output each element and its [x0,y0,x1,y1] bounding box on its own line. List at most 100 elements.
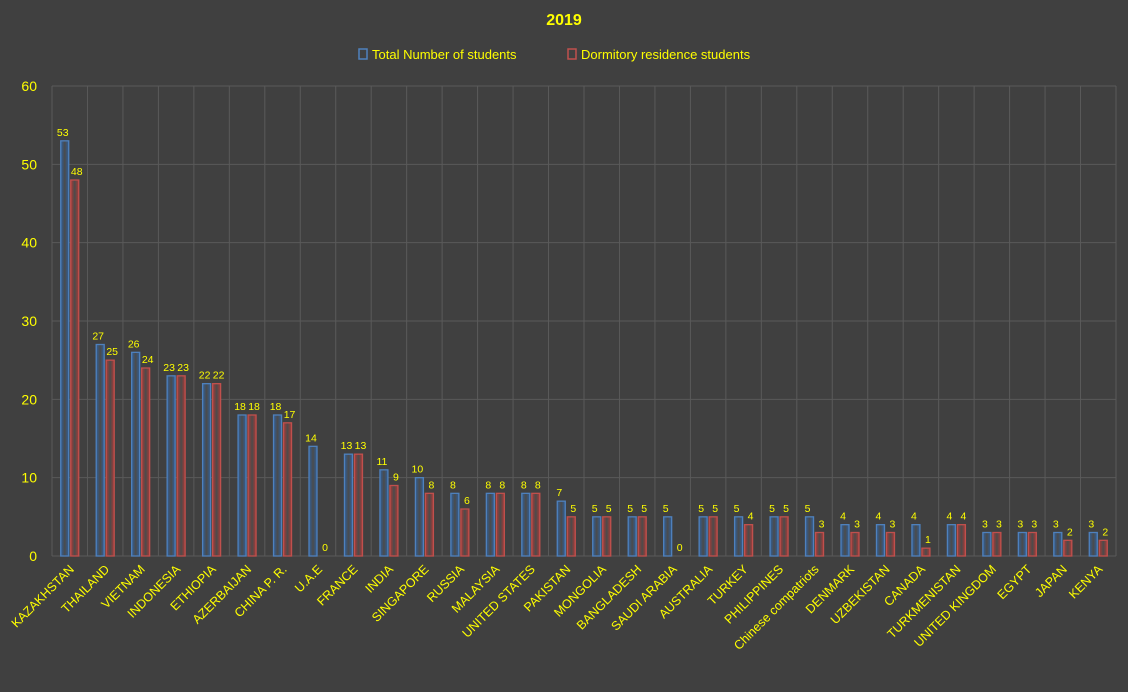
data-label: 11 [376,456,387,468]
gridlines [51,85,1117,557]
data-label: 23 [177,362,189,374]
data-label: 3 [819,519,825,531]
data-label: 4 [911,511,917,523]
y-tick-label: 50 [21,156,37,172]
data-label: 5 [805,503,811,515]
bar-total [769,516,779,557]
y-tick-label: 0 [29,548,37,564]
bar-dormitory [105,359,115,557]
data-label: 48 [71,166,83,178]
bar-dormitory [282,422,293,557]
bar-total [450,492,460,557]
bar-total [60,140,70,557]
bar-dormitory [1098,539,1108,557]
data-label: 25 [106,346,118,358]
bar-dormitory [531,492,541,557]
x-tick-label: INDIA [363,562,397,596]
data-label: 3 [1053,519,1059,531]
data-label: 10 [412,464,424,476]
bar-dormitory [637,516,647,557]
data-label: 8 [450,479,456,491]
chart-title: 2019 [546,12,582,29]
y-tick-label: 60 [21,78,37,94]
bar-dormitory [70,179,80,557]
data-label: 5 [627,503,633,515]
data-label: 5 [606,503,612,515]
data-label: 3 [854,519,860,531]
legend: Total Number of students Dormitory resid… [358,47,751,62]
data-label: 3 [890,519,896,531]
bar-total [166,375,176,557]
bar-total [804,516,815,557]
bar-dormitory [956,524,967,557]
data-label: 17 [284,409,296,421]
bar-total [95,343,105,557]
data-label: 5 [712,503,718,515]
data-label: 7 [556,487,562,499]
data-label: 4 [840,511,846,523]
legend-item-total: Total Number of students [358,47,517,62]
data-label: 53 [57,127,69,139]
bar-total [485,492,495,557]
bar-total [875,524,886,557]
data-label: 26 [128,338,140,350]
bar-dormitory [389,484,399,557]
data-label: 8 [521,479,527,491]
data-label: 23 [163,362,175,374]
bar-dormitory [141,367,151,557]
data-label: 5 [663,503,669,515]
data-label: 3 [1031,519,1037,531]
data-label: 13 [355,440,367,452]
bar-total [201,383,212,557]
bar-total [1053,531,1063,557]
data-label: 5 [698,503,704,515]
bar-total [272,414,283,557]
bar-dormitory [460,508,470,557]
legend-item-dormitory: Dormitory residence students [567,47,751,62]
bar-dormitory [708,516,718,557]
data-label: 2 [1067,526,1073,538]
bar-dormitory [602,516,612,557]
data-label: 3 [996,519,1002,531]
data-label: 9 [393,472,399,484]
bar-dormitory [353,453,364,557]
bar-total [946,524,957,557]
bar-total [982,531,992,557]
bar-dormitory [921,547,931,557]
data-label: 5 [592,503,598,515]
data-label: 0 [677,542,683,554]
y-axis: 0 10 20 30 40 50 60 [21,78,37,564]
legend-swatch-dormitory [567,48,577,60]
y-tick-label: 10 [21,470,37,486]
bar-total [379,469,389,557]
bar-total [343,453,354,557]
bar-dormitory [743,524,754,557]
legend-label-total: Total Number of students [372,47,517,62]
bar-total [911,524,921,557]
bar-total [592,516,602,557]
x-tick-label: JAPAN [1032,562,1070,600]
y-tick-label: 20 [21,391,37,407]
data-label: 1 [925,534,931,546]
data-label: 13 [341,440,353,452]
data-label: 3 [1088,519,1094,531]
y-tick-label: 30 [21,313,37,329]
data-label: 18 [248,401,260,413]
legend-label-dormitory: Dormitory residence students [581,47,751,62]
data-label: 4 [960,511,966,523]
data-label: 6 [464,495,470,507]
bar-total [521,492,531,557]
bars [60,140,1108,557]
bar-dormitory [176,375,186,557]
bar-dormitory [211,383,222,557]
legend-swatch-total [358,48,368,60]
x-tick-label: EGYPT [995,562,1035,602]
bar-total [627,516,637,557]
data-label: 18 [270,401,282,413]
data-label: 3 [1017,519,1023,531]
bar-dormitory [814,531,825,557]
bar-dormitory [424,492,435,557]
bar-dormitory [1027,531,1037,557]
data-label: 8 [499,479,505,491]
